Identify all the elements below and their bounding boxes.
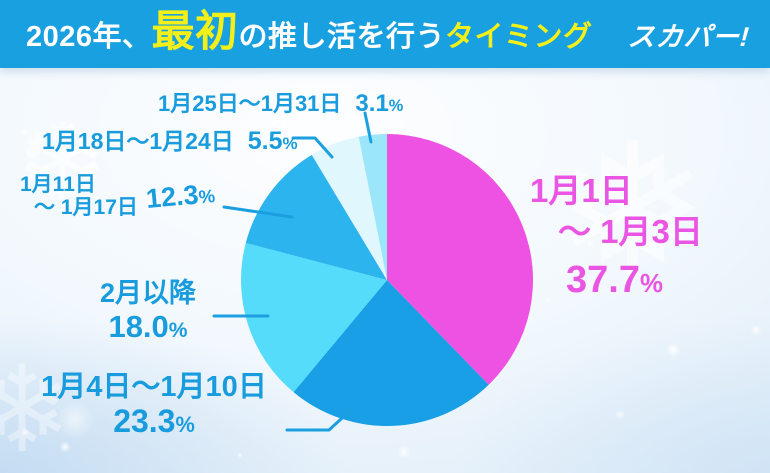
label-feb-later-range: 2月以降 — [99, 278, 197, 308]
percent-sign: % — [388, 97, 404, 115]
label-jan11-17-pct: 12.3 — [144, 179, 200, 214]
label-jan18-24: 1月18日〜1月24日 5.5% — [42, 122, 298, 156]
pie-chart — [241, 134, 533, 426]
pie-slice-3 — [245, 154, 387, 280]
title-year-segment: 2026年、 — [26, 21, 152, 53]
percent-sign: % — [639, 269, 663, 298]
percent-sign: % — [175, 411, 195, 437]
label-jan11-17-line1: 1月11日 — [20, 173, 96, 196]
label-jan4-10: 1月4日〜1月10日 23.3% — [28, 371, 280, 439]
page-title: 2026年、 最初 の推し活を行う タイミング — [26, 8, 593, 56]
label-jan11-17-line2: 〜 1月17日 — [34, 196, 138, 220]
label-jan18-24-range: 1月18日〜1月24日 — [42, 128, 234, 154]
title-timing-segment: タイミング — [445, 21, 593, 53]
label-jan4-10-pct: 23.3 — [113, 402, 176, 439]
label-feb-later: 2月以降 18.0% — [82, 278, 214, 345]
pie-slice-5 — [358, 134, 387, 280]
leader-line-jan18-24 — [291, 136, 334, 159]
title-emphasis-saisho: 最初 — [151, 8, 239, 56]
label-jan4-10-range: 1月4日〜1月10日 — [41, 371, 267, 403]
label-jan1-3: 1月1日 〜 1月3日 37.7% — [530, 170, 703, 304]
leader-line-jan25-31 — [363, 111, 373, 144]
label-jan1-3-line1: 1月1日 — [530, 172, 633, 209]
pie-slice-2 — [241, 242, 387, 393]
percent-sign: % — [168, 319, 188, 343]
label-jan25-31-range: 1月25日〜1月31日 — [158, 91, 342, 116]
pie-slice-1 — [293, 280, 489, 426]
title-middle-segment: の推し活を行う — [238, 21, 446, 53]
percent-sign: % — [197, 184, 216, 207]
leader-line-jan11-17 — [222, 205, 294, 219]
pie-slice-4 — [311, 136, 387, 280]
label-jan18-24-pct: 5.5 — [247, 127, 283, 155]
label-jan25-31-pct: 3.1 — [355, 90, 389, 117]
percent-sign: % — [282, 134, 298, 153]
pie-slice-0 — [387, 134, 533, 385]
label-jan1-3-pct: 37.7 — [566, 258, 640, 301]
label-jan1-3-line2: 〜 1月3日 — [558, 213, 703, 251]
label-jan25-31: 1月25日〜1月31日 3.1% — [158, 86, 403, 118]
header-banner: 2026年、 最初 の推し活を行う タイミング スカパー! — [0, 0, 770, 68]
label-jan11-17: 1月11日 〜 1月17日 12.3% — [20, 173, 216, 220]
label-feb-later-pct: 18.0 — [108, 309, 169, 345]
leader-line-jan4-10 — [285, 406, 355, 432]
skyperfectv-logo: スカパー! — [626, 21, 751, 52]
